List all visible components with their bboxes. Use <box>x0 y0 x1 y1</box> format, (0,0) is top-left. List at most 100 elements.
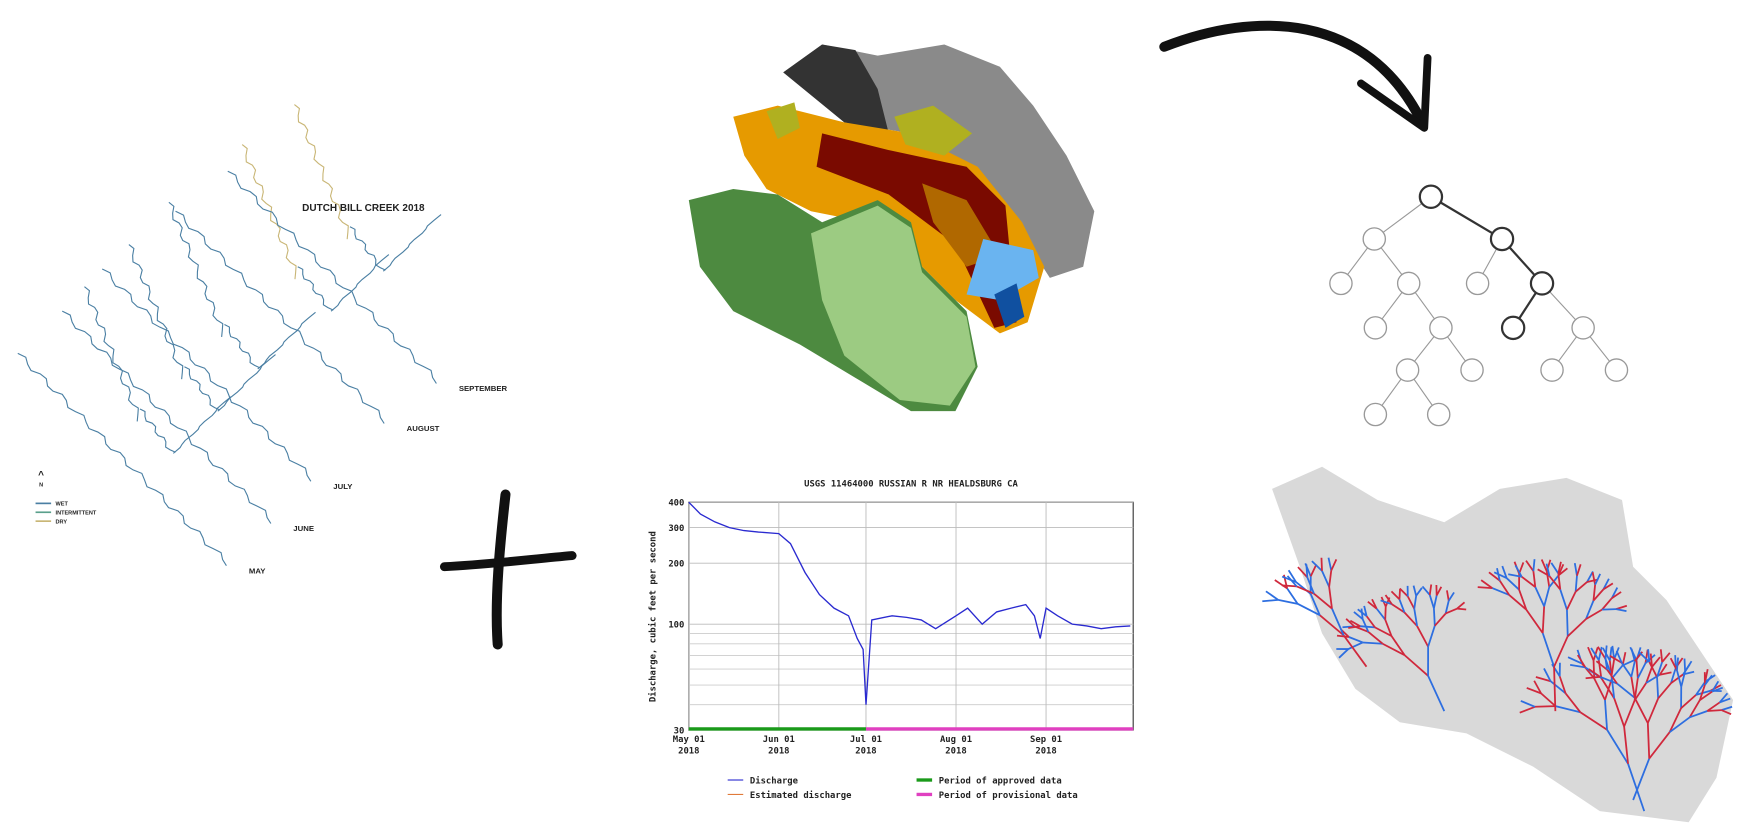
discharge-chart: USGS 11464000 RUSSIAN R NR HEALDSBURG CA… <box>647 480 1133 801</box>
legend-label: Estimated discharge <box>750 790 852 801</box>
stream-network <box>1262 467 1733 823</box>
stream <box>18 353 227 565</box>
stream-map: DUTCH BILL CREEK 2018 MAY JUNE JULY AUGUST S… <box>18 105 508 576</box>
stream-segment <box>1321 558 1322 571</box>
stream <box>218 355 276 412</box>
y-tick-label: 200 <box>668 560 684 570</box>
stream-segment <box>1262 600 1278 601</box>
north-label: N <box>39 483 43 489</box>
stream <box>84 287 138 422</box>
stream-segment <box>1594 660 1595 678</box>
x-tick-label: Jun 01 2018 <box>745 734 812 756</box>
y-tick-label: 100 <box>668 620 684 630</box>
x-tick-label-box: Jun 01 2018 <box>745 734 812 761</box>
stream <box>242 145 296 280</box>
stream <box>176 211 385 423</box>
stream-segment <box>1434 608 1435 625</box>
x-tick-label: May 01 2018 <box>655 734 722 756</box>
stream-segment <box>1657 677 1658 698</box>
tree-node <box>1330 272 1352 294</box>
stream-segment <box>1360 626 1375 627</box>
map-title: DUTCH BILL CREEK 2018 <box>302 203 425 214</box>
stream <box>350 227 386 270</box>
arrow <box>1164 26 1422 123</box>
legend-label: Discharge <box>750 775 798 786</box>
stream-segment <box>1535 706 1555 707</box>
stream <box>140 409 176 452</box>
legend-label: DRY <box>56 519 68 525</box>
x-tick-label-box: May 01 2018 <box>655 734 722 761</box>
tree-node <box>1430 317 1452 339</box>
north-arrow: ^ <box>38 470 44 481</box>
x-tick-label: Aug 01 2018 <box>923 734 990 756</box>
x-tick-label-box: Jul 01 2018 <box>833 734 900 761</box>
y-axis-label: Discharge, cubic feet per second <box>647 531 658 702</box>
stream <box>129 245 183 380</box>
tree-node <box>1420 186 1442 208</box>
figure: DUTCH BILL CREEK 2018 MAY JUNE JULY AUGUST S… <box>0 0 1742 829</box>
data-line <box>689 502 1130 704</box>
stream-segment <box>1567 610 1568 637</box>
tree-node <box>1502 317 1524 339</box>
stream-copy <box>176 145 389 424</box>
plus-vertical <box>497 494 506 644</box>
stream-segment <box>1282 585 1297 586</box>
x-tick-label-box: Aug 01 2018 <box>923 734 990 761</box>
month-label: SEPTEMBER <box>459 384 508 393</box>
tree-node <box>1428 403 1450 425</box>
stream <box>383 215 441 272</box>
month-label: MAY <box>249 566 266 575</box>
stream <box>331 255 389 312</box>
stream-segment <box>1533 559 1534 571</box>
stream-copy <box>18 287 231 566</box>
tree-node <box>1491 228 1513 250</box>
tree-node <box>1396 359 1418 381</box>
x-tick-label: Sep 01 2018 <box>1013 734 1080 756</box>
plot-frame <box>689 502 1133 730</box>
month-label: JULY <box>333 482 353 491</box>
stream-segment <box>1399 589 1400 599</box>
plus-horizontal <box>444 556 572 567</box>
x-tick-label: Jul 01 2018 <box>833 734 900 756</box>
legend-label: Period of approved data <box>939 775 1062 786</box>
month-label: AUGUST <box>407 424 440 433</box>
stream-copy <box>228 105 441 384</box>
tree-node <box>1572 317 1594 339</box>
tree-node <box>1541 359 1563 381</box>
tree-node <box>1466 272 1488 294</box>
stream-segment <box>1266 591 1278 600</box>
stream <box>102 269 311 481</box>
tree-node <box>1605 359 1627 381</box>
stream <box>169 202 223 337</box>
stream-segment <box>1707 710 1721 711</box>
month-label: JUNE <box>293 524 314 533</box>
legend-label: INTERMITTENT <box>56 510 97 516</box>
y-tick-label: 400 <box>668 499 684 509</box>
stream <box>224 325 260 368</box>
stream <box>294 105 348 240</box>
stream-copy <box>62 245 275 524</box>
stream <box>173 397 231 454</box>
stream-segment <box>1306 564 1307 577</box>
stream-segment <box>1677 658 1678 671</box>
tree-node <box>1461 359 1483 381</box>
tree-node <box>1364 317 1386 339</box>
tree-node <box>1398 272 1420 294</box>
tree-node <box>1363 228 1385 250</box>
tree-node <box>1364 403 1386 425</box>
watershed-map <box>689 45 1095 412</box>
stream <box>184 367 220 410</box>
stream <box>298 267 334 310</box>
stream <box>258 312 316 369</box>
y-tick-label: 300 <box>668 524 684 534</box>
legend-label: Period of provisional data <box>939 790 1078 801</box>
legend-label: WET <box>56 502 69 508</box>
chart-title: USGS 11464000 RUSSIAN R NR HEALDSBURG CA <box>804 480 1018 490</box>
stream-copy <box>102 202 315 481</box>
stream-segment <box>1457 609 1466 610</box>
tree-edge <box>1431 197 1502 239</box>
decision-tree <box>1330 186 1628 426</box>
stream-segment <box>1684 659 1685 672</box>
stream-segment <box>1648 649 1649 662</box>
x-tick-label-box: Sep 01 2018 <box>1013 734 1080 761</box>
